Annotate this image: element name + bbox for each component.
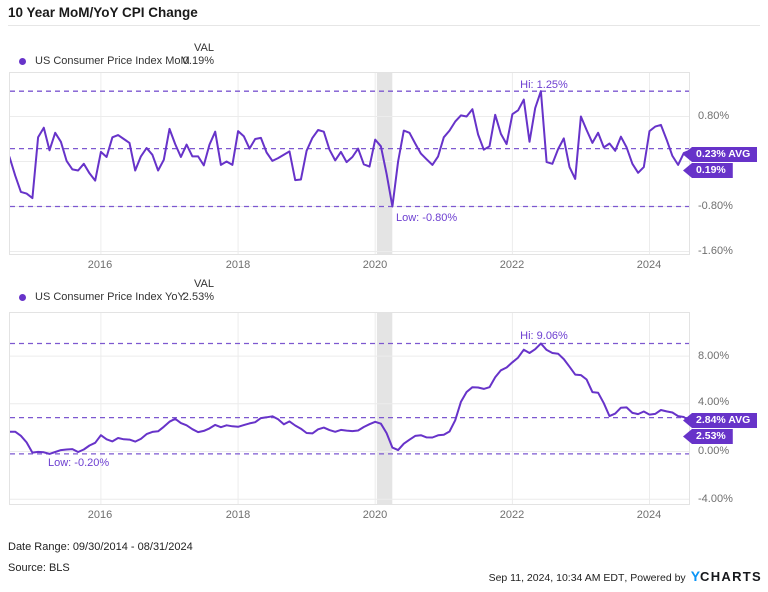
last-value-badge: 2.53%: [683, 429, 733, 444]
footer-attribution: Sep 11, 2024, 10:34 AM EDT, Powered by Y…: [488, 568, 762, 584]
hi-annotation: Hi: 9.06%: [520, 330, 568, 342]
legend-row-mom: US Consumer Price Index MoM: [16, 55, 190, 67]
low-annotation: Low: -0.20%: [48, 457, 110, 469]
source-text: Source: BLS: [8, 562, 70, 574]
y-axis-label: 0.00%: [698, 445, 730, 457]
x-axis-label: 2016: [87, 509, 113, 521]
ycharts-logo[interactable]: YCHARTS: [691, 568, 762, 584]
legend-value: 2.53%: [182, 291, 214, 303]
y-axis-label: -4.00%: [698, 493, 733, 505]
val-column-header: VAL: [194, 42, 214, 54]
x-axis-label: 2016: [87, 259, 113, 271]
legend-value: 0.19%: [182, 55, 214, 67]
x-axis-label: 2020: [362, 509, 388, 521]
legend-label: US Consumer Price Index YoY: [35, 291, 185, 303]
x-axis-label: 2024: [636, 259, 662, 271]
ycharts-logo-charts: CHARTS: [700, 569, 762, 584]
y-axis-label: -0.80%: [698, 200, 733, 212]
timestamp-text: Sep 11, 2024, 10:34 AM EDT: [488, 572, 625, 584]
series-dot-icon: [19, 57, 26, 65]
hi-annotation: Hi: 1.25%: [520, 79, 568, 91]
avg-badge: 2.84% AVG: [683, 413, 758, 428]
x-axis-label: 2020: [362, 259, 388, 271]
x-axis-label: 2022: [499, 259, 525, 271]
y-axis-label: 8.00%: [698, 350, 730, 362]
title-divider: [8, 25, 760, 26]
last-value-badge: 0.19%: [683, 163, 733, 178]
date-range-text: Date Range: 09/30/2014 - 08/31/2024: [8, 541, 193, 553]
low-annotation: Low: -0.80%: [396, 212, 458, 224]
x-axis-label: 2024: [636, 509, 662, 521]
y-axis-label: -1.60%: [698, 245, 733, 257]
x-axis-label: 2018: [225, 509, 251, 521]
x-axis-label: 2018: [225, 259, 251, 271]
val-column-header: VAL: [194, 278, 214, 290]
legend-row-yoy: US Consumer Price Index YoY: [16, 291, 185, 303]
series-dot-icon: [19, 293, 26, 301]
mom-chart-plot[interactable]: [9, 72, 690, 255]
x-axis-label: 2022: [499, 509, 525, 521]
yoy-chart-plot[interactable]: [9, 312, 690, 505]
y-axis-label: 0.80%: [698, 110, 730, 122]
avg-badge: 0.23% AVG: [683, 147, 758, 162]
y-axis-label: 4.00%: [698, 396, 730, 408]
page-title: 10 Year MoM/YoY CPI Change: [8, 5, 198, 20]
legend-label: US Consumer Price Index MoM: [35, 55, 190, 67]
powered-by-text: Powered by: [630, 572, 686, 584]
ycharts-logo-y: Y: [690, 568, 701, 584]
